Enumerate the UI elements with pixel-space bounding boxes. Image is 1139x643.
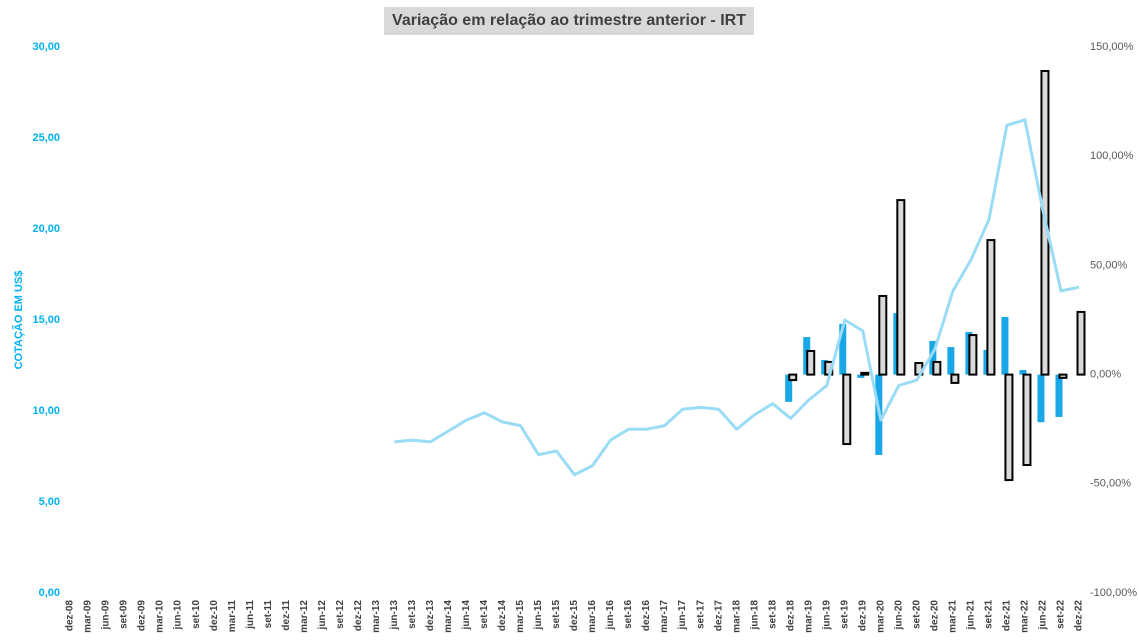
x-tick-label: dez-18 [785, 600, 796, 632]
bar [842, 373, 852, 446]
title-box [384, 7, 754, 35]
x-tick-label: set-20 [911, 600, 922, 629]
x-tick-label: set-19 [839, 600, 850, 629]
bar [788, 373, 798, 382]
x-tick-label: dez-08 [65, 600, 76, 632]
x-tick-label: dez-21 [1002, 600, 1013, 632]
bar [1076, 310, 1086, 376]
y2-tick-label: 100,00% [1090, 150, 1134, 162]
bar [968, 334, 978, 376]
x-tick-label: jun-14 [461, 600, 472, 631]
x-tick-label: dez-20 [929, 600, 940, 632]
x-tick-label: jun-16 [605, 600, 616, 631]
bar [860, 371, 870, 376]
price-line [394, 118, 1080, 477]
bar [785, 374, 793, 402]
y-tick-label: 20,00 [32, 223, 60, 235]
x-tick-label: mar-14 [443, 600, 454, 633]
x-tick-label: dez-11 [281, 600, 292, 631]
x-tick-label: jun-13 [389, 600, 400, 631]
bar [947, 347, 955, 375]
x-tick-label: set-09 [119, 600, 130, 629]
y2-tick-label: -50,00% [1090, 478, 1131, 490]
bar [857, 374, 865, 378]
bar [1022, 373, 1032, 467]
bar [1001, 316, 1009, 375]
y-tick-label: 5,00 [39, 496, 60, 508]
x-tick-label: jun-19 [821, 600, 832, 631]
x-tick-label: dez-12 [353, 600, 364, 632]
x-tick-label: mar-21 [948, 600, 959, 633]
bar [929, 340, 937, 375]
x-tick-label: dez-09 [137, 600, 148, 632]
bar [839, 323, 847, 375]
x-tick-label: jun-12 [317, 600, 328, 631]
x-tick-label: dez-16 [641, 600, 652, 632]
x-tick-label: set-13 [407, 600, 418, 629]
bar [896, 199, 906, 376]
y-tick-label: 0,00 [39, 587, 60, 599]
y2-tick-label: -100,00% [1090, 587, 1137, 599]
x-tick-label: mar-11 [227, 600, 238, 633]
x-tick-label: dez-15 [569, 600, 580, 632]
x-tick-label: mar-18 [731, 600, 742, 633]
y2-tick-label: 0,00% [1090, 369, 1121, 381]
x-tick-label: mar-15 [515, 600, 526, 633]
x-tick-label: jun-11 [245, 600, 256, 630]
y-tick-label: 30,00 [32, 41, 60, 53]
x-tick-label: set-10 [191, 600, 202, 629]
x-tick-label: set-12 [335, 600, 346, 629]
y-tick-label: 25,00 [32, 132, 60, 144]
bar [806, 350, 816, 376]
x-tick-label: mar-10 [155, 600, 166, 633]
chart-title: Variação em relação ao trimestre anterio… [392, 12, 746, 29]
x-tick-label: set-14 [479, 600, 490, 629]
bar [1055, 374, 1063, 417]
x-tick-label: set-16 [623, 600, 634, 629]
x-tick-label: mar-20 [875, 600, 886, 633]
bar [1004, 373, 1014, 482]
y-tick-label: 10,00 [32, 405, 60, 417]
bar [932, 360, 942, 376]
x-tick-label: set-11 [263, 600, 274, 629]
x-tick-label: jun-20 [893, 600, 904, 631]
y-axis-label: COTAÇÃO EM US$ [12, 271, 25, 370]
bar [1019, 370, 1027, 375]
y2-tick-label: 150,00% [1090, 41, 1134, 53]
x-tick-label: mar-17 [659, 600, 670, 633]
x-tick-label: dez-19 [857, 600, 868, 632]
bar [986, 239, 996, 376]
x-tick-label: jun-18 [749, 600, 760, 631]
x-tick-label: set-15 [551, 600, 562, 629]
y2-tick-label: 50,00% [1090, 259, 1128, 271]
x-tick-label: set-18 [767, 600, 778, 629]
x-tick-label: mar-22 [1020, 600, 1031, 633]
x-tick-label: jun-21 [966, 600, 977, 631]
x-tick-label: set-17 [695, 600, 706, 629]
x-tick-label: mar-16 [587, 600, 598, 633]
x-tick-label: mar-12 [299, 600, 310, 633]
x-tick-label: dez-22 [1074, 600, 1085, 632]
x-tick-label: jun-15 [533, 600, 544, 631]
x-tick-label: jun-10 [173, 600, 184, 631]
x-tick-label: set-21 [984, 600, 995, 629]
x-tick-label: jun-17 [677, 600, 688, 631]
y-tick-label: 15,00 [32, 314, 60, 326]
x-tick-label: dez-17 [713, 600, 724, 632]
x-tick-label: jun-22 [1038, 600, 1049, 631]
bar [1058, 373, 1068, 379]
bar [878, 294, 888, 376]
x-tick-label: dez-10 [209, 600, 220, 632]
x-tick-label: dez-14 [497, 600, 508, 632]
x-tick-label: dez-13 [425, 600, 436, 632]
bar [1037, 374, 1045, 423]
x-tick-label: mar-13 [371, 600, 382, 633]
x-tick-label: set-22 [1056, 600, 1067, 629]
bar [950, 373, 960, 384]
x-tick-label: jun-09 [101, 600, 112, 631]
x-tick-label: mar-19 [803, 600, 814, 633]
x-tick-label: mar-09 [83, 600, 94, 633]
